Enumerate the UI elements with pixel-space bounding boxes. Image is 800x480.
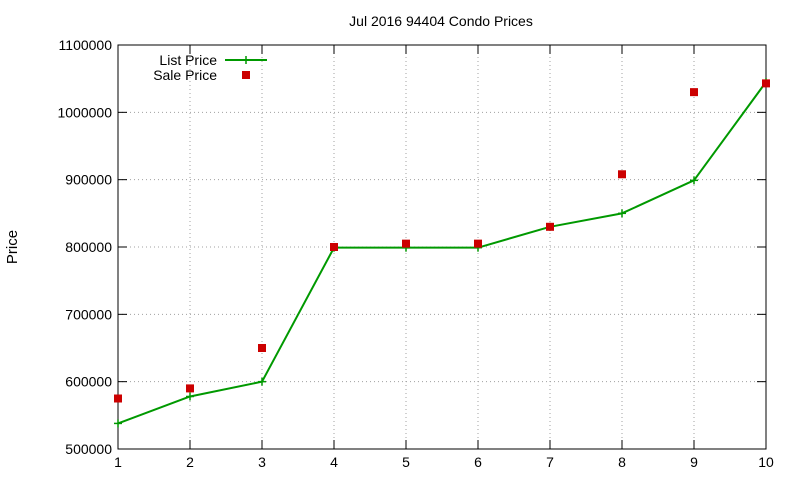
y-tick-label: 500000: [65, 441, 112, 457]
data-point: [186, 384, 194, 393]
data-point: [618, 209, 626, 218]
x-tick-label: 2: [186, 454, 194, 470]
data-point: [690, 88, 698, 97]
legend-swatch-marker: [242, 56, 250, 64]
legend-swatch-marker: [242, 71, 250, 79]
data-point: [546, 222, 554, 231]
y-axis-label: Price: [4, 230, 21, 264]
data-point: [330, 243, 338, 251]
x-tick-label: 6: [474, 454, 482, 470]
data-point: [690, 176, 698, 185]
x-tick-label: 3: [258, 454, 266, 470]
x-tick-labels: 1 2 3 4 5 6 7 8 9 10: [114, 454, 774, 470]
x-tick-label: 8: [618, 454, 626, 470]
y-tick-label: 700000: [65, 306, 112, 322]
y-tick-label: 800000: [65, 239, 112, 255]
legend-label: List Price: [159, 52, 217, 68]
data-point: [114, 394, 122, 403]
y-tick-label: 1000000: [57, 104, 112, 120]
x-tick-label: 4: [330, 454, 338, 470]
data-point: [186, 392, 194, 401]
series: [114, 78, 770, 428]
x-tick-label: 5: [402, 454, 410, 470]
x-tick-label: 10: [758, 454, 774, 470]
series-sale-price: [114, 79, 770, 403]
series-list-price: [114, 78, 770, 428]
y-tick-label: 600000: [65, 374, 112, 390]
series-line: [117, 81, 767, 425]
legend-item: List Price: [159, 52, 267, 68]
data-point: [258, 344, 266, 352]
data-point: [114, 419, 122, 428]
y-tick-labels: 500000 600000 700000 800000 900000 1000000 110…: [57, 37, 112, 457]
y-tick-label: 1100000: [59, 37, 113, 53]
x-tick-label: 9: [690, 454, 698, 470]
data-point: [258, 377, 266, 386]
x-tick-label: 7: [546, 454, 554, 470]
data-point: [762, 79, 770, 88]
chart-title: Jul 2016 94404 Condo Prices: [349, 13, 533, 29]
legend-item: Sale Price: [153, 67, 250, 83]
data-point: [402, 239, 410, 248]
legend-label: Sale Price: [153, 67, 217, 83]
y-tick-label: 900000: [65, 172, 112, 188]
data-point: [474, 239, 482, 248]
data-point: [618, 170, 626, 179]
x-tick-label: 1: [114, 454, 122, 470]
axis-ticks: [117, 44, 767, 450]
